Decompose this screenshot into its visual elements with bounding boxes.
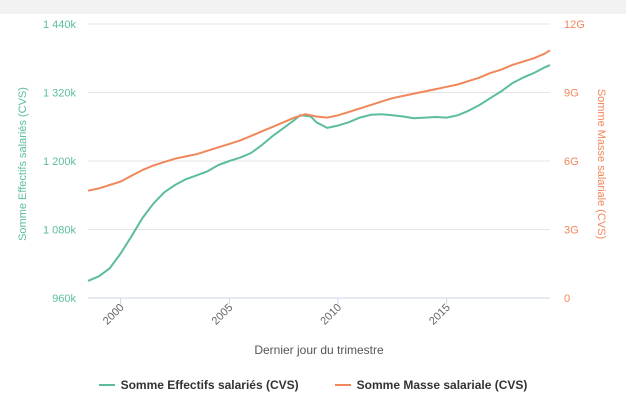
left-axis-title: Somme Effectifs salariés (CVS)	[17, 87, 29, 241]
right-axis-ticks: 0 3G 6G 9G 12G	[564, 19, 585, 305]
right-tick-label: 12G	[564, 19, 585, 31]
legend-label-effectifs: Somme Effectifs salariés (CVS)	[120, 378, 299, 392]
left-tick-label: 1 200k	[43, 156, 77, 168]
legend-item-masse[interactable]: Somme Masse salariale (CVS)	[334, 378, 528, 392]
top-bar	[0, 0, 626, 14]
left-tick-label: 1 080k	[43, 225, 77, 237]
series-line-effectifs[interactable]	[87, 64, 551, 282]
x-axis-ticks: 2000 2005 2010 2015	[101, 298, 453, 327]
left-tick-label: 960k	[52, 293, 76, 305]
left-tick-label: 1 440k	[43, 19, 77, 31]
legend-swatch-masse	[334, 384, 351, 386]
series-line-masse[interactable]	[87, 49, 551, 192]
x-axis-title: Dernier jour du trimestre	[254, 343, 384, 357]
legend: Somme Effectifs salariés (CVS) Somme Mas…	[0, 374, 626, 396]
x-tick-label: 2010	[318, 302, 344, 328]
legend-swatch-effectifs	[98, 384, 115, 386]
x-tick-label: 2015	[427, 302, 453, 328]
series-lines	[87, 49, 551, 282]
x-tick-label: 2005	[210, 302, 236, 328]
right-tick-label: 6G	[564, 156, 579, 168]
right-tick-label: 9G	[564, 88, 579, 100]
right-tick-label: 0	[564, 293, 570, 305]
gridlines	[88, 23, 550, 299]
legend-item-effectifs[interactable]: Somme Effectifs salariés (CVS)	[98, 378, 299, 392]
legend-label-masse: Somme Masse salariale (CVS)	[356, 378, 528, 392]
x-tick-label: 2000	[101, 302, 127, 328]
right-tick-label: 3G	[564, 225, 579, 237]
right-axis-title: Somme Masse salariale (CVS)	[595, 89, 607, 239]
left-axis-ticks: 960k 1 080k 1 200k 1 320k 1 440k	[43, 19, 77, 305]
left-tick-label: 1 320k	[43, 88, 77, 100]
